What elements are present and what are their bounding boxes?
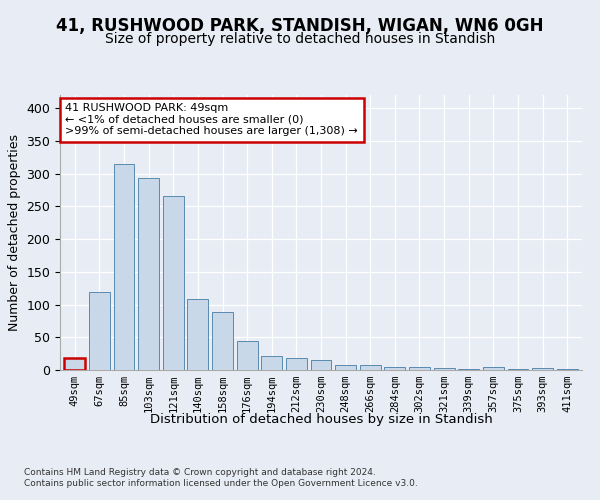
Bar bbox=[335, 365, 356, 370]
Bar bbox=[138, 178, 159, 370]
Bar bbox=[360, 366, 381, 370]
Bar bbox=[409, 366, 430, 370]
Bar bbox=[434, 368, 455, 370]
Bar bbox=[385, 366, 406, 370]
Bar bbox=[261, 356, 282, 370]
Text: 41, RUSHWOOD PARK, STANDISH, WIGAN, WN6 0GH: 41, RUSHWOOD PARK, STANDISH, WIGAN, WN6 … bbox=[56, 18, 544, 36]
Text: Size of property relative to detached houses in Standish: Size of property relative to detached ho… bbox=[105, 32, 495, 46]
Text: 41 RUSHWOOD PARK: 49sqm
← <1% of detached houses are smaller (0)
>99% of semi-de: 41 RUSHWOOD PARK: 49sqm ← <1% of detache… bbox=[65, 104, 358, 136]
Bar bbox=[187, 298, 208, 370]
Bar bbox=[89, 292, 110, 370]
Bar bbox=[532, 368, 553, 370]
Bar bbox=[113, 164, 134, 370]
Text: Contains HM Land Registry data © Crown copyright and database right 2024.
Contai: Contains HM Land Registry data © Crown c… bbox=[24, 468, 418, 487]
Bar bbox=[236, 340, 257, 370]
Y-axis label: Number of detached properties: Number of detached properties bbox=[8, 134, 21, 331]
Text: Distribution of detached houses by size in Standish: Distribution of detached houses by size … bbox=[149, 412, 493, 426]
Bar bbox=[212, 312, 233, 370]
Bar bbox=[311, 360, 331, 370]
Bar bbox=[557, 368, 578, 370]
Bar bbox=[64, 358, 85, 370]
Bar bbox=[163, 196, 184, 370]
Bar bbox=[483, 368, 504, 370]
Bar bbox=[286, 358, 307, 370]
